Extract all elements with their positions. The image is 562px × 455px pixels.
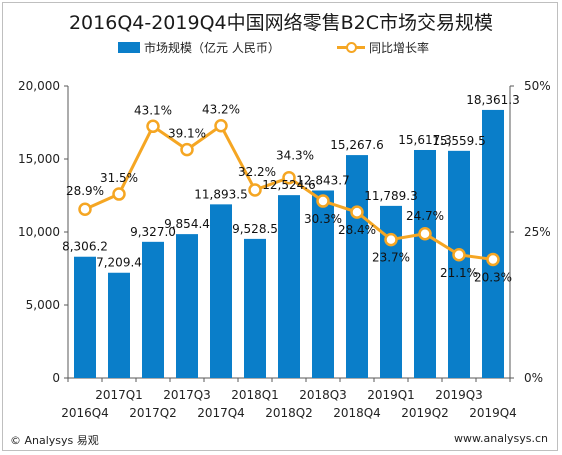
line-value-label: 23.7%	[372, 251, 410, 265]
y-left-tick-label: 5,000	[26, 298, 60, 312]
x-tick-label: 2018Q4	[333, 406, 381, 420]
bar	[142, 241, 164, 378]
legend-item-line: 同比增长率	[337, 38, 429, 56]
line-value-label: 30.3%	[304, 212, 342, 226]
line-value-label: 31.5%	[100, 171, 138, 185]
bar-value-label: 7,209.4	[96, 256, 142, 270]
line-series	[78, 118, 500, 267]
legend-item-bar: 市场规模（亿元 人民币）	[118, 38, 280, 56]
y-left-tick-label: 20,000	[18, 79, 60, 93]
growth-point	[282, 170, 296, 185]
growth-point	[316, 194, 330, 208]
bar-value-label: 18,361.3	[466, 93, 519, 107]
legend: 市场规模（亿元 人民币） 同比增长率	[0, 38, 562, 58]
website-footer: www.analysys.cn	[454, 432, 548, 445]
growth-point	[452, 248, 466, 262]
bar	[108, 272, 130, 378]
legend-bar-label: 市场规模（亿元 人民币）	[144, 40, 280, 55]
x-tick-label: 2017Q1	[95, 388, 143, 402]
data-labels: 8,306.2 7,209.4 9,327.09,854.4 11,893.5 9,52…	[62, 93, 520, 285]
y-left-tick-label: 0	[52, 371, 60, 385]
source-footer: © Analysys 易观	[10, 434, 99, 447]
growth-point	[146, 119, 160, 134]
y-right-tick-label: 25%	[524, 225, 551, 239]
line-value-label: 28.4%	[338, 223, 376, 237]
x-tick-label: 2018Q3	[299, 388, 347, 402]
bar	[74, 256, 96, 378]
bar-value-label: 11,893.5	[194, 187, 247, 201]
bar-value-label: 15,267.6	[330, 138, 383, 152]
chart-title: 2016Q4-2019Q4中国网络零售B2C市场交易规模	[68, 12, 494, 34]
y-right-tick-label: 0%	[524, 371, 543, 385]
x-tick-label: 2018Q2	[265, 406, 313, 420]
bar-value-label: 15,617.3	[398, 133, 451, 147]
x-tick-label: 2017Q4	[197, 406, 245, 420]
bar-value-label: 9,854.4	[164, 217, 210, 231]
bar	[414, 149, 436, 378]
bar	[210, 204, 232, 378]
growth-point	[418, 227, 432, 241]
bar-value-label: 9,528.5	[232, 222, 278, 236]
legend-line-label: 同比增长率	[369, 40, 430, 55]
bar	[380, 205, 402, 378]
line-value-label: 21.1%	[440, 266, 478, 280]
bar-value-label: 12,843.7	[296, 173, 349, 187]
growth-point	[486, 252, 500, 267]
bar-value-label: 9,327.0	[130, 225, 176, 239]
x-tick-label: 2019Q1	[367, 388, 415, 402]
x-tick-label: 2019Q2	[401, 406, 449, 420]
bar	[312, 190, 334, 378]
bar	[244, 238, 266, 378]
chart-frame	[2, 2, 558, 451]
line-value-label: 20.3%	[474, 270, 512, 284]
line-value-label: 24.7%	[406, 209, 444, 223]
bar-value-label: 12,524.6	[262, 178, 315, 192]
x-tick-label: 2019Q3	[435, 388, 483, 402]
bar	[482, 109, 504, 378]
bar-value-label: 8,306.2	[62, 240, 108, 254]
growth-point	[384, 232, 398, 247]
bar	[278, 195, 300, 378]
bar-value-label: 15,559.5	[432, 134, 485, 148]
bar	[176, 234, 198, 378]
growth-point	[214, 118, 228, 133]
y-right-tick-label: 50%	[524, 79, 551, 93]
x-tick-label: 2017Q3	[163, 388, 211, 402]
line-value-label: 43.2%	[202, 103, 240, 117]
x-tick-label: 2018Q1	[231, 388, 279, 402]
x-tick-label: 2019Q4	[469, 406, 517, 420]
growth-point	[180, 142, 194, 157]
growth-point	[112, 187, 126, 201]
line-value-label: 34.3%	[276, 149, 314, 163]
bar	[448, 150, 470, 378]
y-left-tick-label: 10,000	[18, 225, 60, 239]
x-tick-label: 2017Q2	[129, 406, 177, 420]
line-value-label: 39.1%	[168, 127, 206, 141]
line-value-label: 43.1%	[134, 103, 172, 117]
line-value-label: 28.9%	[66, 184, 104, 198]
growth-point	[78, 202, 92, 216]
growth-point	[248, 183, 262, 197]
y-left-tick-label: 15,000	[18, 152, 60, 166]
legend-bar-swatch	[118, 41, 140, 53]
x-tick-label: 2016Q4	[61, 406, 109, 420]
bar-value-label: 11,789.3	[364, 189, 417, 203]
bar-series	[74, 109, 504, 378]
legend-line-swatch	[337, 41, 365, 53]
line-value-label: 32.2%	[238, 165, 276, 179]
growth-point	[350, 205, 364, 219]
